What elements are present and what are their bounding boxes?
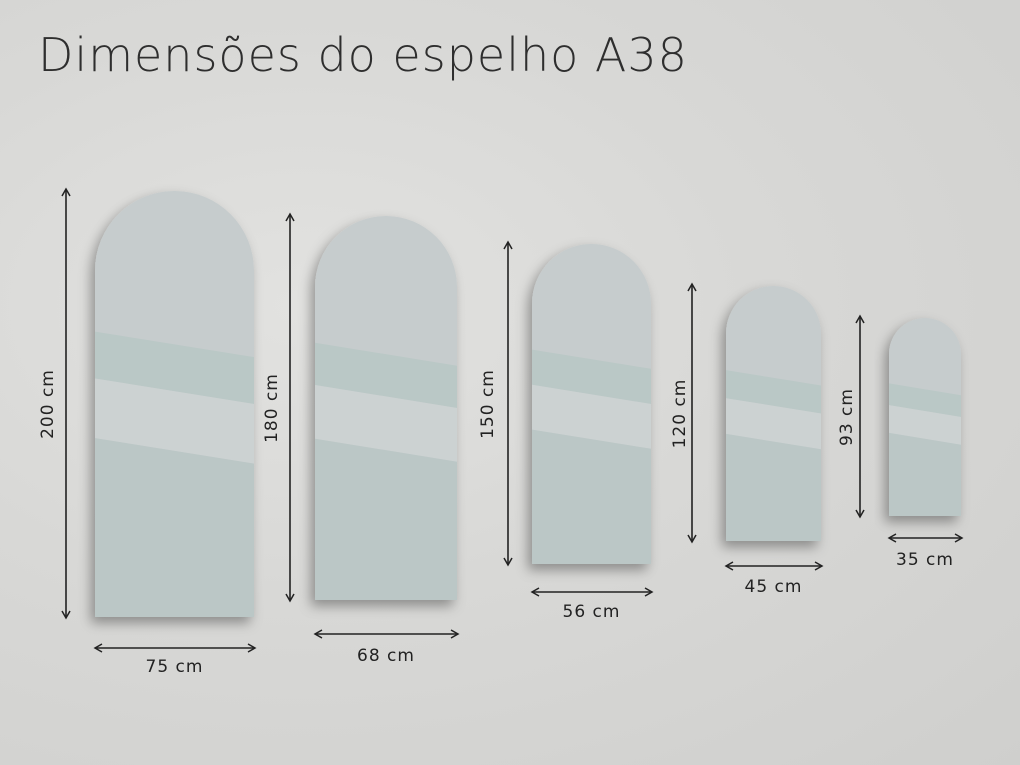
mirror (532, 244, 651, 565)
width-label: 75 cm (146, 657, 204, 677)
mirror (889, 318, 961, 516)
width-label: 68 cm (357, 646, 415, 666)
height-label: 180 cm (262, 373, 282, 443)
height-label: 120 cm (670, 379, 690, 449)
mirror (726, 286, 821, 541)
width-label: 35 cm (896, 550, 954, 570)
height-label: 150 cm (478, 369, 498, 439)
mirror (315, 216, 457, 600)
width-label: 56 cm (563, 602, 621, 622)
height-label: 200 cm (38, 369, 58, 439)
page-title: Dimensões do espelho A38 (38, 28, 688, 82)
height-label: 93 cm (837, 388, 857, 446)
mirror (95, 191, 254, 617)
width-label: 45 cm (745, 577, 803, 597)
